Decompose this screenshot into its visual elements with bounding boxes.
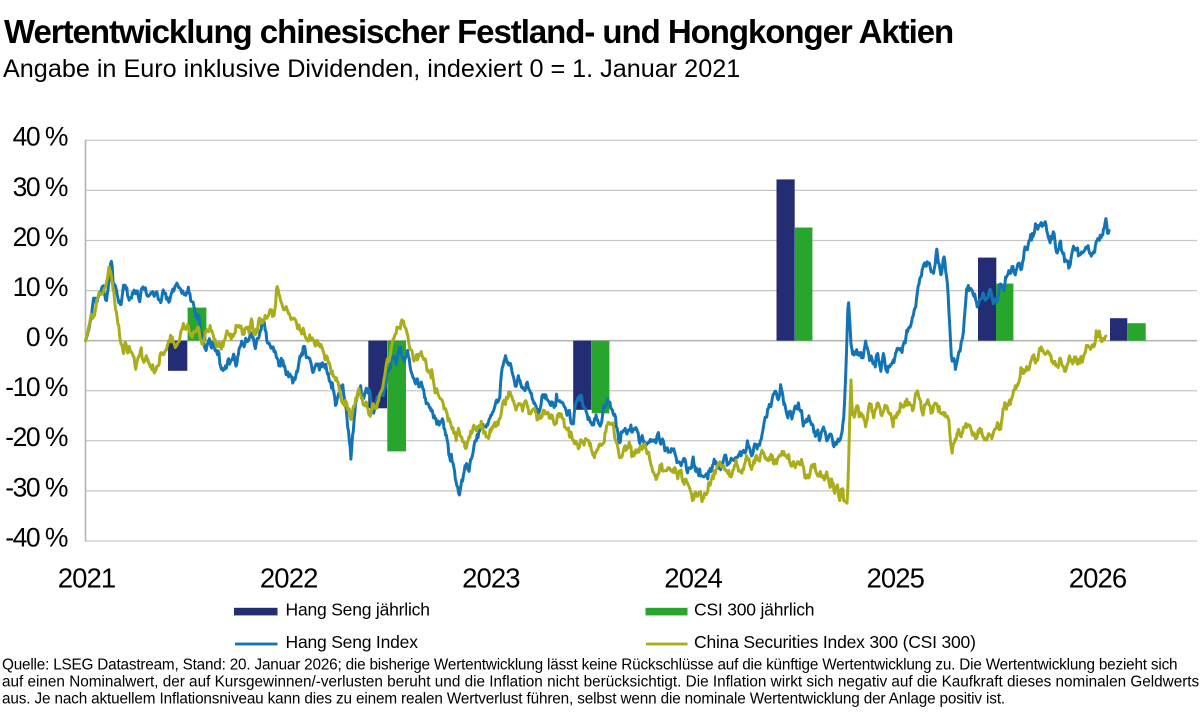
- svg-text:aus. Je nach aktuellem Inflati: aus. Je nach aktuellem Inflationsniveau …: [2, 691, 1005, 708]
- svg-text:Hang Seng jährlich: Hang Seng jährlich: [286, 599, 430, 619]
- svg-text:2021: 2021: [58, 563, 116, 594]
- svg-text:30 %: 30 %: [13, 172, 68, 202]
- svg-text:-40 %: -40 %: [5, 522, 68, 552]
- svg-text:2024: 2024: [664, 563, 722, 594]
- svg-text:Wertentwicklung chinesischer F: Wertentwicklung chinesischer Festland- u…: [4, 13, 953, 50]
- svg-text:China Securities Index 300 (CS: China Securities Index 300 (CSI 300): [694, 632, 976, 652]
- svg-text:2022: 2022: [260, 563, 318, 594]
- svg-text:0 %: 0 %: [26, 322, 68, 352]
- svg-text:Hang Seng Index: Hang Seng Index: [286, 632, 419, 652]
- svg-text:2023: 2023: [462, 563, 520, 594]
- svg-text:20 %: 20 %: [13, 222, 68, 252]
- svg-text:-10 %: -10 %: [5, 372, 68, 402]
- svg-text:10 %: 10 %: [13, 272, 68, 302]
- svg-text:2025: 2025: [867, 563, 925, 594]
- svg-text:-30 %: -30 %: [5, 472, 68, 502]
- svg-text:auf einen Nominalwert, der auf: auf einen Nominalwert, der auf Kursgewin…: [2, 674, 1200, 691]
- svg-text:Angabe in Euro inklusive Divid: Angabe in Euro inklusive Dividenden, ind…: [3, 55, 740, 83]
- svg-text:40 %: 40 %: [13, 122, 68, 152]
- svg-text:CSI 300 jährlich: CSI 300 jährlich: [694, 599, 814, 619]
- svg-text:2026: 2026: [1069, 563, 1127, 594]
- svg-text:Quelle: LSEG Datastream, Stand: Quelle: LSEG Datastream, Stand: 20. Janu…: [2, 657, 1177, 674]
- svg-text:-20 %: -20 %: [5, 422, 68, 452]
